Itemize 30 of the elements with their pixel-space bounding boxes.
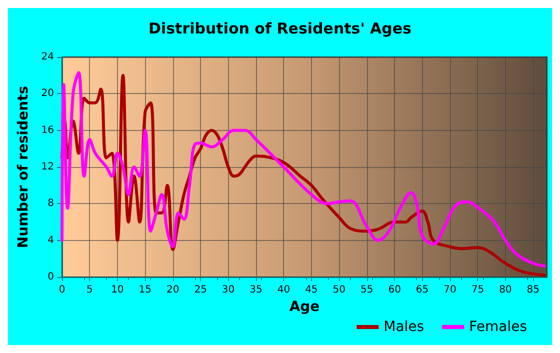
- y-tick-label: 0: [48, 272, 54, 282]
- x-tick-label: 0: [58, 284, 66, 296]
- x-tick-label: 5: [86, 284, 93, 296]
- x-tick-label: 60: [388, 284, 401, 296]
- x-tick-label: 25: [194, 284, 207, 296]
- x-axis-title: Age: [289, 298, 320, 315]
- x-tick-label: 10: [111, 284, 124, 296]
- y-tick-label: 12: [41, 162, 54, 172]
- x-tick-label: 80: [499, 284, 512, 296]
- x-tick-label: 35: [250, 284, 262, 296]
- y-tick-label: 8: [48, 198, 54, 210]
- chart-title: Distribution of Residents' Ages: [148, 20, 412, 38]
- y-tick-label: 4: [48, 234, 54, 246]
- x-tick-label: 20: [166, 284, 180, 296]
- x-tick-label: 70: [444, 284, 456, 296]
- y-tick-label: 16: [41, 124, 54, 136]
- y-tick-label: 20: [41, 88, 54, 100]
- y-axis-title: Number of residents: [15, 86, 32, 248]
- legend-label: Females: [469, 319, 528, 335]
- x-tick-label: 45: [305, 284, 318, 296]
- x-tick-label: 65: [416, 284, 429, 296]
- x-tick-label: 40: [277, 284, 290, 296]
- x-tick-label: 50: [332, 284, 346, 296]
- y-tick-label: 24: [41, 52, 54, 62]
- x-tick-label: 30: [222, 284, 235, 296]
- legend-label: Males: [384, 319, 424, 335]
- x-tick-label: 75: [471, 284, 484, 296]
- x-tick-label: 85: [526, 284, 540, 296]
- x-tick-label: 15: [138, 284, 152, 296]
- x-tick-label: 55: [360, 284, 374, 296]
